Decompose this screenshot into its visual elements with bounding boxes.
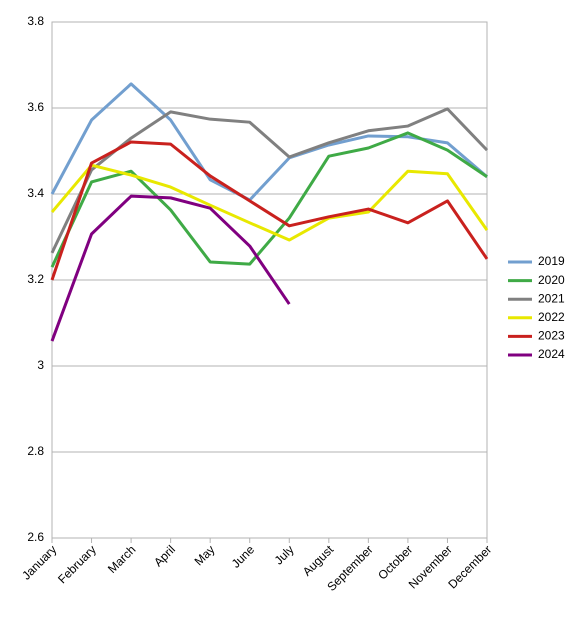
series-line xyxy=(50,140,489,281)
series-line xyxy=(50,82,488,202)
y-tick-label: 2.6 xyxy=(27,530,44,544)
y-tick-label: 2.8 xyxy=(27,444,44,458)
legend-label: 2022 xyxy=(538,310,565,324)
legend-label: 2021 xyxy=(538,291,565,305)
legend-label: 2024 xyxy=(538,347,565,361)
y-tick-label: 3.4 xyxy=(27,186,44,200)
y-tick-label: 3 xyxy=(37,358,44,372)
legend-label: 2019 xyxy=(538,254,565,268)
series-line xyxy=(50,163,489,242)
y-tick-label: 3.6 xyxy=(27,100,44,114)
series-line xyxy=(50,194,291,342)
legend-label: 2020 xyxy=(538,273,565,287)
y-tick-label: 3.8 xyxy=(27,14,44,28)
legend-label: 2023 xyxy=(538,329,565,343)
y-tick-label: 3.2 xyxy=(27,272,44,286)
series-line xyxy=(50,107,489,254)
